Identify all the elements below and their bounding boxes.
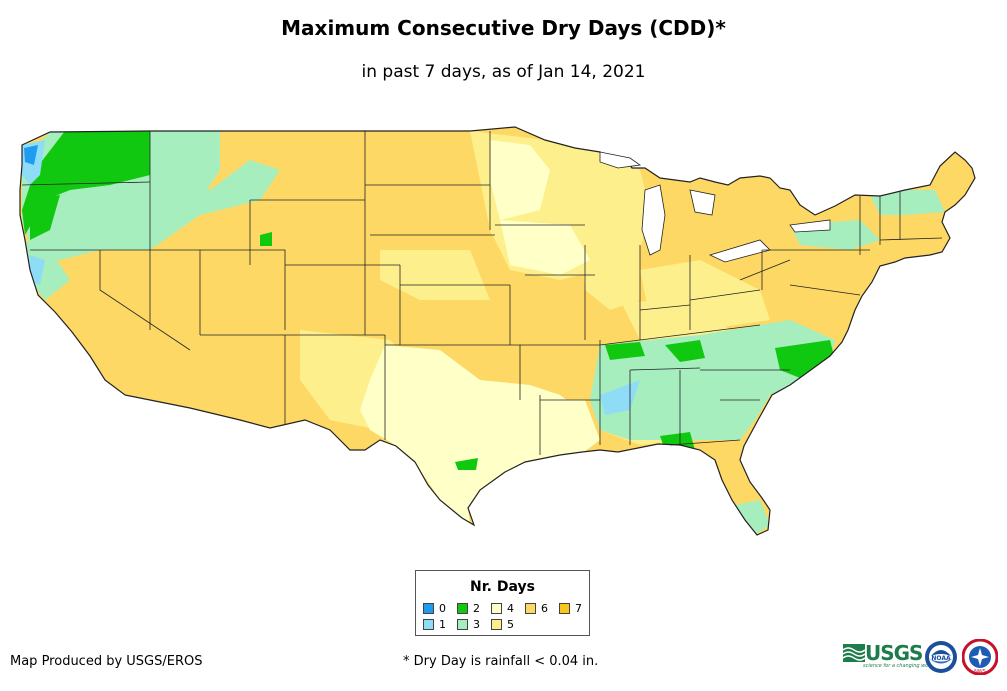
legend-label-7: 7 (575, 602, 582, 615)
legend-item-5: 5 (491, 618, 514, 631)
map-subtitle: in past 7 days, as of Jan 14, 2021 (361, 62, 646, 82)
noaa-logo-icon: NOAA (925, 641, 957, 673)
nws-logo-icon: NWS (962, 639, 998, 675)
legend-label-4: 4 (507, 602, 514, 615)
legend-label-3: 3 (473, 618, 480, 631)
legend-swatch-0 (423, 603, 434, 614)
legend: Nr. Days 0 1 2 3 4 5 6 7 (415, 570, 590, 636)
dry-day-zones (22, 131, 945, 535)
usgs-logo: USGS science for a changing world (843, 641, 935, 669)
legend-swatch-2 (457, 603, 468, 614)
nws-text: NWS (974, 669, 986, 675)
legend-title: Nr. Days (470, 579, 535, 595)
lake-ontario (789, 219, 831, 233)
usgs-wordmark: USGS (865, 641, 923, 665)
legend-label-0: 0 (439, 602, 446, 615)
legend-swatch-1 (423, 619, 434, 630)
noaa-text: NOAA (931, 655, 951, 662)
legend-swatch-3 (457, 619, 468, 630)
legend-label-2: 2 (473, 602, 480, 615)
legend-item-1: 1 (423, 618, 446, 631)
map-credit: Map Produced by USGS/EROS (10, 654, 203, 669)
legend-swatch-4 (491, 603, 502, 614)
lake-michigan (641, 184, 666, 256)
legend-label-1: 1 (439, 618, 446, 631)
legend-label-5: 5 (507, 618, 514, 631)
usgs-tagline: science for a changing world (863, 663, 935, 669)
legend-swatch-6 (525, 603, 536, 614)
legend-swatch-5 (491, 619, 502, 630)
legend-item-4: 4 (491, 602, 514, 615)
map-title: Maximum Consecutive Dry Days (CDD)* (281, 16, 726, 40)
legend-swatch-7 (559, 603, 570, 614)
lake-huron (689, 189, 716, 216)
legend-item-7: 7 (559, 602, 582, 615)
legend-item-6: 6 (525, 602, 548, 615)
us-outline (19, 126, 976, 536)
dry-day-footnote: * Dry Day is rainfall < 0.04 in. (403, 654, 599, 669)
legend-item-3: 3 (457, 618, 480, 631)
state-boundaries (21, 131, 943, 455)
legend-item-0: 0 (423, 602, 446, 615)
legend-item-2: 2 (457, 602, 480, 615)
lake-superior (599, 151, 642, 169)
usgs-wave-icon (843, 644, 865, 662)
legend-label-6: 6 (541, 602, 548, 615)
